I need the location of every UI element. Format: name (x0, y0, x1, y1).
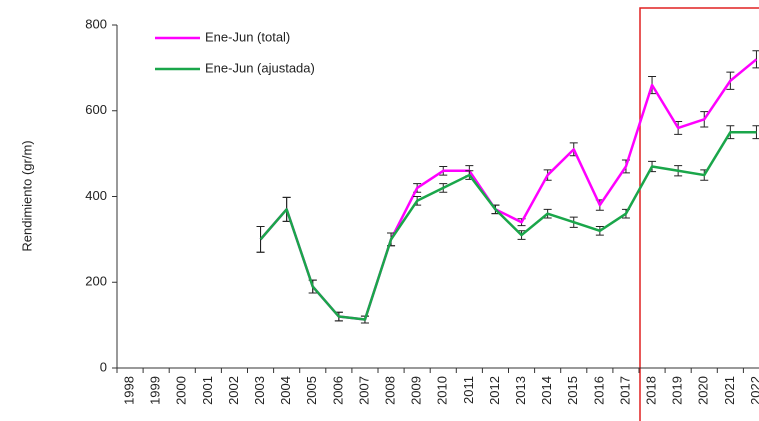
x-tick-label: 2003 (252, 376, 267, 405)
legend-label: Ene-Jun (total) (205, 29, 290, 44)
x-tick-label: 2016 (591, 376, 606, 405)
x-tick-label: 2018 (643, 376, 658, 405)
x-tick-label: 2007 (356, 376, 371, 405)
y-tick-label: 400 (85, 188, 107, 203)
x-tick-label: 2017 (617, 376, 632, 405)
x-tick-label: 2009 (409, 376, 424, 405)
y-axis-label: Rendimiento (gr/m) (19, 140, 34, 251)
x-tick-label: 2011 (461, 376, 476, 404)
x-tick-label: 2001 (200, 376, 215, 405)
series-line (259, 130, 757, 321)
x-tick-label: 2012 (487, 376, 502, 405)
legend-label: Ene-Jun (ajustada) (205, 60, 315, 75)
x-tick-label: 2002 (226, 376, 241, 405)
x-tick-label: 2014 (539, 376, 554, 405)
x-tick-label: 2005 (304, 376, 319, 405)
y-tick-label: 800 (85, 16, 107, 31)
x-tick-label: 2020 (696, 376, 711, 405)
x-tick-label: 2006 (330, 376, 345, 405)
x-tick-label: 2004 (278, 376, 293, 405)
x-tick-label: 2008 (382, 376, 397, 405)
x-tick-label: 2021 (722, 376, 737, 405)
x-tick-label: 2010 (435, 376, 450, 405)
x-tick-label: 1998 (121, 376, 136, 405)
x-tick-label: 2022 (748, 376, 759, 405)
x-tick-label: 2013 (513, 376, 528, 405)
highlight-box (639, 7, 759, 421)
x-tick-label: 2019 (670, 376, 685, 405)
y-tick-label: 200 (85, 274, 107, 289)
x-tick-label: 1999 (148, 376, 163, 405)
x-tick-label: 2015 (565, 376, 580, 405)
y-tick-label: 0 (100, 359, 107, 374)
series-line (259, 58, 758, 321)
y-tick-label: 600 (85, 102, 107, 117)
x-tick-label: 2000 (174, 376, 189, 405)
